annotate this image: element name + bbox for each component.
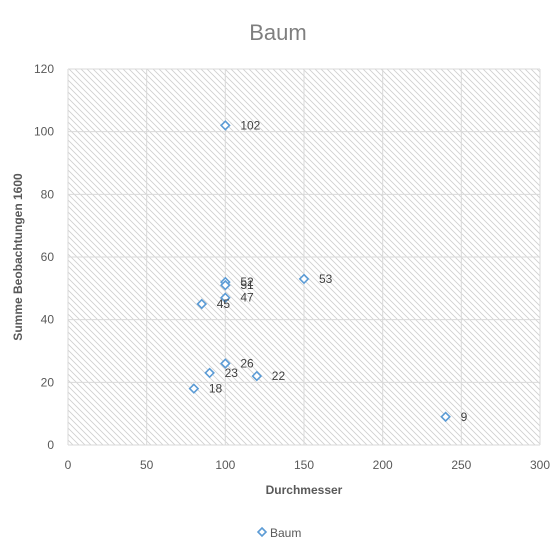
data-label: 52	[240, 275, 254, 289]
y-tick-label: 20	[41, 375, 55, 389]
x-tick-label: 100	[215, 458, 235, 472]
x-axis-tick-labels: 0 50 100 150 200 250 300	[65, 458, 551, 472]
x-tick-label: 50	[140, 458, 154, 472]
legend-entry-baum: Baum	[270, 526, 301, 540]
data-points	[188, 120, 451, 423]
x-tick-label: 300	[530, 458, 550, 472]
x-axis-label: Durchmesser	[266, 483, 343, 497]
y-tick-label: 100	[34, 125, 54, 139]
data-label: 22	[272, 369, 286, 383]
data-point	[220, 358, 231, 369]
data-label: 53	[319, 272, 333, 286]
x-tick-label: 0	[65, 458, 72, 472]
data-label: 45	[217, 297, 231, 311]
data-point	[251, 370, 263, 382]
legend-marker	[256, 526, 268, 538]
data-label: 102	[240, 118, 260, 132]
y-tick-label: 60	[41, 250, 55, 264]
x-tick-label: 150	[294, 458, 314, 472]
data-point	[188, 383, 200, 394]
data-point	[220, 292, 231, 304]
data-label: 51	[240, 278, 254, 292]
data-label: 23	[225, 366, 239, 380]
y-tick-label: 40	[41, 313, 55, 327]
data-label: 26	[240, 357, 254, 371]
data-point	[220, 279, 231, 291]
data-point	[204, 367, 215, 379]
x-tick-label: 250	[451, 458, 471, 472]
y-axis-label: Summe Beobachtungen 1600	[11, 173, 25, 341]
data-point	[298, 273, 310, 285]
data-label: 47	[240, 291, 254, 305]
y-tick-label: 120	[34, 62, 54, 76]
data-point	[440, 411, 451, 423]
gridlines	[67, 68, 541, 446]
legend: Baum	[256, 526, 301, 540]
data-point	[196, 298, 208, 310]
chart-title: Baum	[249, 20, 306, 45]
data-point	[220, 120, 231, 131]
y-axis-tick-labels: 0 20 40 60 80 100 120	[34, 62, 54, 452]
x-tick-label: 200	[373, 458, 393, 472]
data-label: 18	[209, 382, 223, 396]
y-tick-label: 80	[41, 187, 55, 201]
y-tick-label: 0	[47, 438, 54, 452]
data-label: 9	[461, 410, 468, 424]
